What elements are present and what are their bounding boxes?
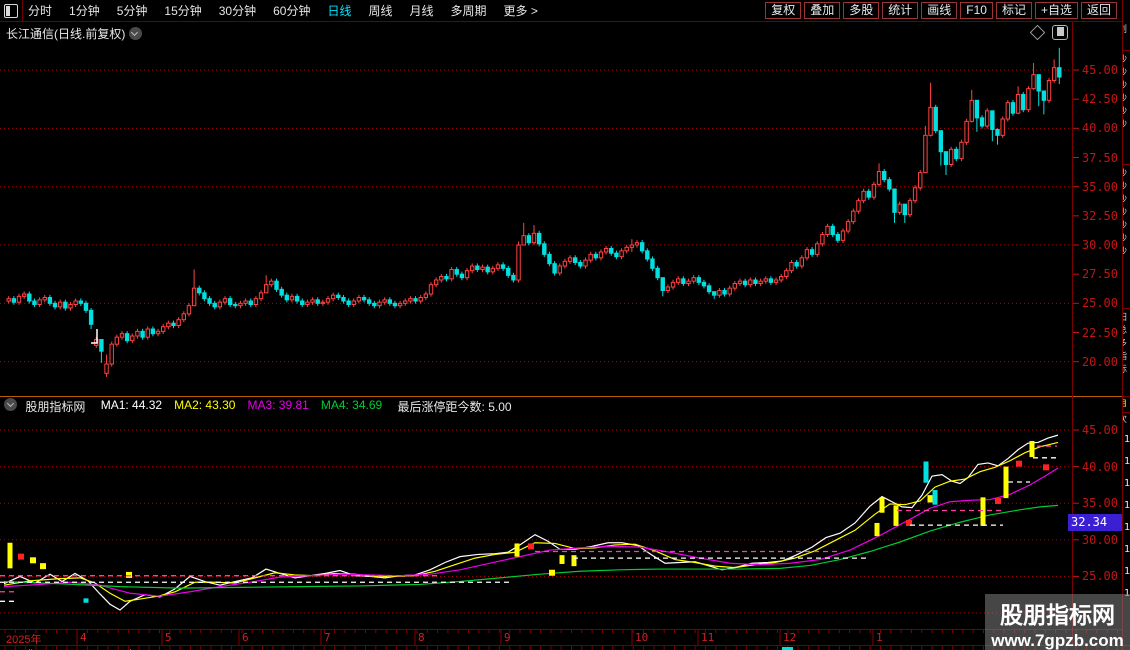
month-label: 6 <box>242 631 249 644</box>
watermark-site-name: 股朋指标网 <box>1000 602 1115 628</box>
strip-text: 划 <box>1123 24 1127 37</box>
year-label: 2025年 <box>6 634 42 646</box>
y-axis-label: 30.00 <box>1081 238 1118 252</box>
y-axis-label: 37.50 <box>1081 150 1118 165</box>
chevron-down-circle-icon[interactable] <box>128 27 142 40</box>
y-axis-label: 42.50 <box>1081 92 1118 107</box>
toolbar-button-返回[interactable]: 返回 <box>1080 2 1117 19</box>
month-label: 8 <box>418 631 425 644</box>
month-label: 7 <box>324 631 331 644</box>
month-label: 4 <box>80 631 87 644</box>
right-edge-strip: 划沙沙沙沙沙沙沙沙沙沙沙沙沙田总多指标自次11111111 <box>1122 0 1130 650</box>
y-axis-label: 22.50 <box>1081 325 1118 340</box>
indicator-extra-value: 最后涨停距今数: 5.00 <box>397 400 512 414</box>
strip-divider <box>1123 396 1130 397</box>
strip-digit: 1 <box>1124 588 1130 599</box>
y-axis-label: 27.50 <box>1081 267 1118 282</box>
y-axis-label: 32.50 <box>1081 208 1118 223</box>
toolbar-button-多股[interactable]: 多股 <box>843 2 880 19</box>
strip-text: 沙沙沙沙沙沙 <box>1123 54 1127 132</box>
strip-text: 田总多指标 <box>1123 312 1127 377</box>
menu-item-1分钟[interactable]: 1分钟 <box>69 4 100 18</box>
y-axis-label: 25.00 <box>1081 296 1118 311</box>
month-label: 5 <box>165 631 172 644</box>
strip-text: 次 <box>1123 414 1127 427</box>
indicator-name: 股朋指标网 <box>25 400 86 414</box>
last-value-badge: 32.34 <box>1068 514 1125 531</box>
period-toolbar: 分时 1分钟 5分钟 15分钟 30分钟 60分钟 日线 周线 月线 多周期 更多 > 复权 叠加 多股… <box>0 0 1130 22</box>
strip-divider <box>1123 50 1130 51</box>
menu-item-多周期[interactable]: 多周期 <box>450 4 487 18</box>
menu-item-5分钟[interactable]: 5分钟 <box>116 4 148 18</box>
toolbar-button-复权[interactable]: 复权 <box>765 2 802 19</box>
menu-item-更多 >[interactable]: 更多 > <box>503 4 538 18</box>
strip-digit: 1 <box>1124 544 1130 555</box>
menu-item-30分钟[interactable]: 30分钟 <box>218 4 257 18</box>
y-axis-label: 40.00 <box>1081 459 1118 474</box>
strip-digit: 1 <box>1124 456 1130 467</box>
month-label: 9 <box>504 631 511 644</box>
watermark-url: www.7gpzb.com <box>991 631 1124 650</box>
strip-digit: 1 <box>1124 478 1130 489</box>
toolbar-buttons: 复权 叠加 多股 统计 画线 F10 标记 +自选 返回 <box>765 2 1117 19</box>
chart-corner-icons <box>1028 24 1072 41</box>
month-label: 10 <box>635 631 649 644</box>
watermark: 股朋指标网 www.7gpzb.com <box>985 594 1130 650</box>
month-label: 1 <box>876 631 883 644</box>
chart-title-row: 长江通信(日线.前复权) <box>0 22 1072 42</box>
window-split-icon-cell[interactable] <box>0 0 23 21</box>
panel-layout-icon[interactable] <box>1052 25 1068 40</box>
clipped-bottom-panel: 业川小. <box>0 645 1130 650</box>
strip-digit: 1 <box>1124 434 1130 445</box>
chart-title-text: 长江通信(日线.前复权) <box>6 27 126 41</box>
strip-divider <box>1123 412 1130 413</box>
toolbar-button-+自选[interactable]: +自选 <box>1034 2 1078 19</box>
toolbar-button-叠加[interactable]: 叠加 <box>804 2 841 19</box>
indicator-ma-values: MA1: 44.32 MA2: 43.30 MA3: 39.81 MA4: 34.69 <box>89 398 383 412</box>
strip-text: 沙沙沙沙沙沙沙 <box>1123 168 1127 259</box>
toolbar-button-统计[interactable]: 统计 <box>882 2 919 19</box>
y-axis-label: 45.00 <box>1081 423 1118 437</box>
menu-item-15分钟[interactable]: 15分钟 <box>164 4 202 18</box>
toolbar-button-标记[interactable]: 标记 <box>995 2 1032 19</box>
menu-item-周线[interactable]: 周线 <box>368 4 393 18</box>
strip-divider <box>1123 164 1130 165</box>
chevron-down-circle-icon[interactable] <box>4 398 17 411</box>
y-axis-label: 30.00 <box>1081 532 1118 547</box>
strip-digit: 1 <box>1124 522 1130 533</box>
y-axis-label: 35.00 <box>1081 496 1118 511</box>
indicator-ma-value: MA3: 39.81 <box>247 398 309 412</box>
date-axis: 2025年 4 5 6 7 8 9 10 11 12 1 <box>0 629 1122 646</box>
menu-item-日线[interactable]: 日线 <box>327 4 352 18</box>
strip-digit: 1 <box>1124 500 1130 511</box>
month-label: 11 <box>701 631 715 644</box>
indicator-header: 股朋指标网 MA1: 44.32 MA2: 43.30 MA3: 39.81 MA4:… <box>0 398 1070 414</box>
y-axis-label: 45.00 <box>1081 63 1118 77</box>
toolbar-button-F10[interactable]: F10 <box>960 2 993 19</box>
clipped-cyan-box <box>782 647 793 650</box>
diamond-icon[interactable] <box>1029 24 1046 41</box>
month-label: 12 <box>783 631 797 644</box>
toolbar-button-画线[interactable]: 画线 <box>921 2 958 19</box>
indicator-ma-value: MA2: 43.30 <box>174 398 236 412</box>
clipped-text-fragment: . <box>735 647 738 650</box>
y-axis-label: 35.00 <box>1081 179 1118 194</box>
strip-digit: 1 <box>1124 566 1130 577</box>
strip-text: 自 <box>1123 398 1127 411</box>
indicator-ma-value: MA4: 34.69 <box>320 398 383 412</box>
strip-divider <box>1123 308 1130 309</box>
y-axis-label: 25.00 <box>1081 569 1118 584</box>
menu-item-分时[interactable]: 分时 <box>28 4 53 18</box>
split-window-icon <box>4 4 18 18</box>
y-axis-label: 20.00 <box>1081 354 1118 369</box>
menu-item-60分钟[interactable]: 60分钟 <box>273 4 311 18</box>
menu-item-月线[interactable]: 月线 <box>409 4 434 18</box>
y-axis-label: 40.00 <box>1081 121 1118 136</box>
period-menu: 分时 1分钟 5分钟 15分钟 30分钟 60分钟 日线 周线 月线 多周期 更多 > <box>28 0 538 21</box>
indicator-ma-value: MA1: 44.32 <box>100 398 163 412</box>
chart-title: 长江通信(日线.前复权) <box>6 25 142 42</box>
